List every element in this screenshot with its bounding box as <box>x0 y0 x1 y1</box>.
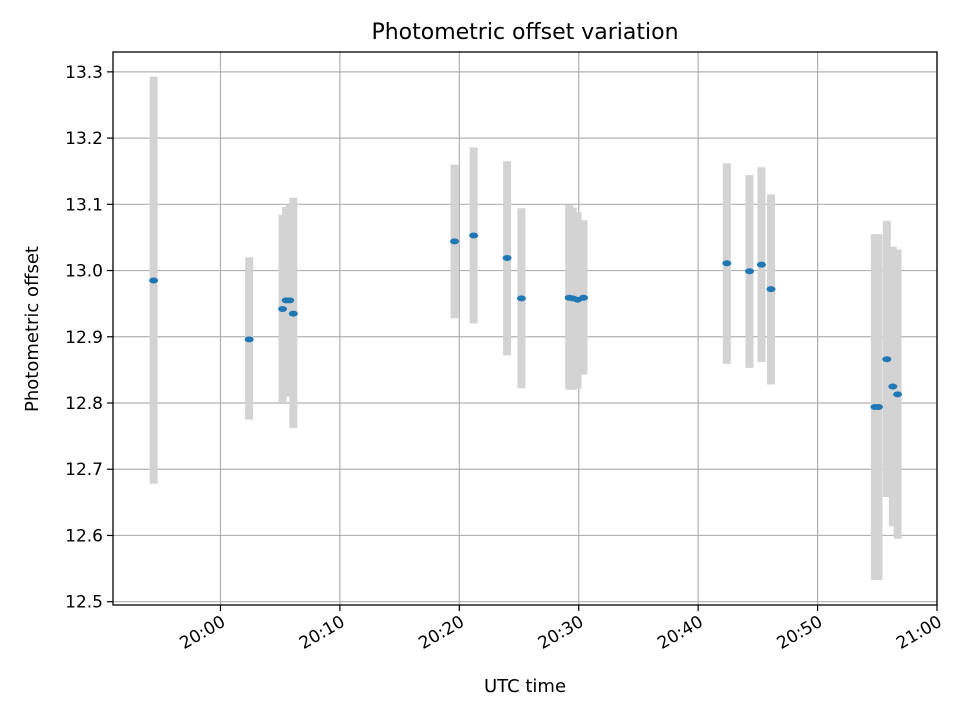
data-point <box>745 268 755 275</box>
data-point <box>288 310 298 317</box>
data-point <box>766 286 776 293</box>
data-point <box>893 391 903 398</box>
x-tick-label: 20:20 <box>415 612 467 654</box>
data-point <box>722 260 732 267</box>
y-tick-label: 12.9 <box>65 328 103 348</box>
data-point <box>469 232 479 239</box>
data-point <box>278 305 288 312</box>
error-bars <box>149 76 902 580</box>
y-tick-label: 13.0 <box>65 262 103 282</box>
data-point <box>756 261 766 268</box>
x-axis-label: UTC time <box>484 676 566 697</box>
x-axis-ticks: 20:00 20:10 20:20 20:30 20:40 20:50 21:00 <box>177 605 946 654</box>
plot-frame <box>112 51 938 606</box>
data-point <box>579 294 589 301</box>
data-point <box>516 295 526 302</box>
x-tick-label: 20:40 <box>654 612 706 654</box>
data-point <box>882 356 892 363</box>
y-axis-ticks: 12.5 12.6 12.7 12.8 12.9 13.0 13.1 13.2 13.3 <box>65 63 113 613</box>
y-axis-label: Photometric offset <box>22 246 43 412</box>
y-tick-label: 12.6 <box>65 526 103 546</box>
x-tick-label: 20:00 <box>177 612 229 654</box>
x-tick-label: 20:50 <box>774 612 826 654</box>
y-tick-label: 13.3 <box>65 63 103 83</box>
data-point <box>149 277 159 284</box>
x-tick-label: 20:10 <box>296 612 348 654</box>
data-point <box>873 403 883 410</box>
chart-title: Photometric offset variation <box>371 20 678 45</box>
y-tick-label: 12.8 <box>65 394 103 414</box>
y-tick-label: 12.7 <box>65 460 103 480</box>
data-points <box>149 232 903 410</box>
y-tick-label: 12.5 <box>65 593 103 613</box>
data-point <box>888 383 898 390</box>
data-point <box>244 336 254 343</box>
x-tick-label: 20:30 <box>535 612 587 654</box>
data-point <box>450 238 460 245</box>
data-point <box>502 254 512 261</box>
data-point <box>285 297 295 304</box>
x-tick-label: 21:00 <box>893 612 945 654</box>
y-tick-label: 13.1 <box>65 195 103 215</box>
y-tick-label: 13.2 <box>65 129 103 149</box>
